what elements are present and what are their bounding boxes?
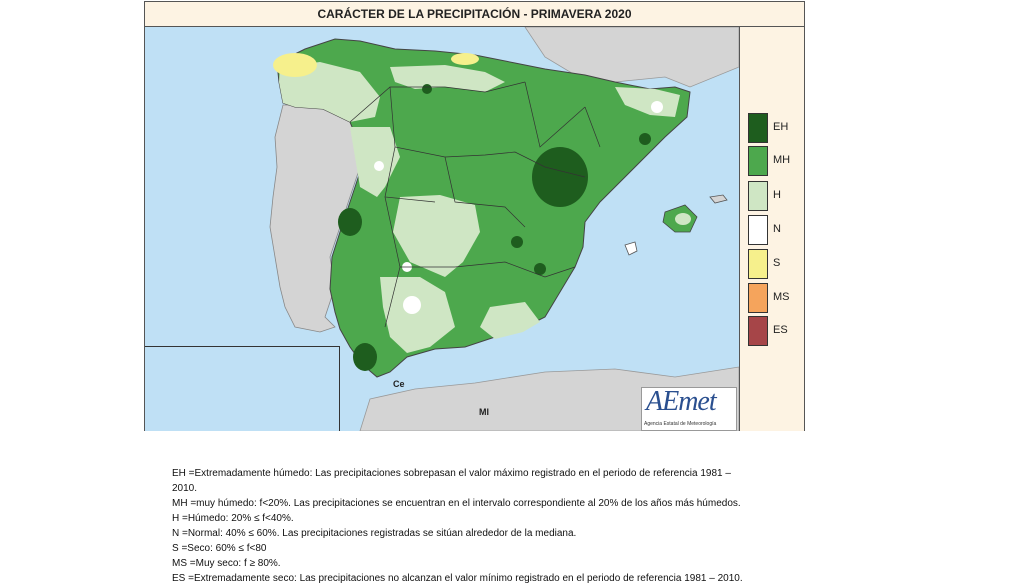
- note-line: MH =muy húmedo: f<20%. Las precipitacion…: [172, 498, 741, 509]
- zone-h-south: [380, 277, 455, 353]
- france-land: [524, 27, 739, 88]
- zone-n-west: [374, 161, 384, 171]
- legend-label: MS: [773, 291, 790, 303]
- legend-item-h: H: [746, 181, 798, 211]
- legend-label: MH: [773, 154, 791, 166]
- legend-label: H: [773, 189, 781, 201]
- legend-label: N: [773, 223, 781, 235]
- legend-item-eh: EH: [746, 113, 798, 143]
- zone-eh-east: [639, 133, 651, 145]
- legend-swatch: [748, 113, 768, 143]
- zone-h-north: [390, 65, 505, 92]
- legend-label: S: [773, 257, 781, 269]
- canary-islands-inset: [145, 346, 340, 431]
- aemet-logo-text: AEmet: [646, 386, 717, 417]
- menorca-land: [709, 194, 728, 204]
- legend-swatch: [748, 215, 768, 245]
- zone-s-galicia: [273, 53, 317, 77]
- legend-label: EH: [773, 121, 789, 133]
- legend-item-ms: MS: [746, 283, 798, 313]
- map-title: CARÁCTER DE LA PRECIPITACIÓN - PRIMAVERA…: [145, 2, 804, 27]
- note-line: 2010.: [172, 483, 198, 494]
- legend-notes: EH =Extremadamente húmedo: Las precipita…: [172, 466, 812, 586]
- legend-swatch: [748, 181, 768, 211]
- precipitation-map-figure: CARÁCTER DE LA PRECIPITACIÓN - PRIMAVERA…: [144, 1, 805, 431]
- zone-n-northeast: [651, 101, 663, 113]
- spain-land: [276, 38, 691, 378]
- zone-n-center: [403, 296, 421, 314]
- zone-h-northeast: [615, 87, 680, 117]
- zone-h-northwest: [279, 62, 380, 122]
- legend-swatch: [748, 283, 768, 313]
- note-line: H =Húmedo: 20% ≤ f<40%.: [172, 513, 294, 524]
- zone-eh-north: [422, 84, 432, 94]
- iberia-map: [154, 27, 739, 431]
- legend-item-es: ES: [746, 316, 798, 346]
- legend: EH MH H N S MS ES: [740, 27, 804, 431]
- aemet-logo-subtitle: Agencia Estatal de Meteorología: [644, 421, 717, 427]
- zone-eh-aragon: [532, 147, 588, 207]
- map-area: Ce Ml AEmet Agencia Estatal de Meteorolo…: [145, 27, 740, 431]
- note-line: MS =Muy seco: f ≥ 80%.: [172, 558, 281, 569]
- aemet-logo: AEmet Agencia Estatal de Meteorología: [641, 386, 737, 431]
- legend-item-mh: MH: [746, 146, 798, 176]
- zone-eh-cadiz: [353, 343, 377, 371]
- region-borders: [349, 81, 601, 328]
- melilla-label: Ml: [479, 407, 489, 417]
- note-line: S =Seco: 60% ≤ f<80: [172, 543, 267, 554]
- note-line: N =Normal: 40% ≤ 60%. Las precipitacione…: [172, 528, 577, 539]
- legend-item-s: S: [746, 249, 798, 279]
- note-line: ES =Extremadamente seco: Las precipitaci…: [172, 573, 743, 584]
- legend-swatch: [748, 249, 768, 279]
- legend-item-n: N: [746, 215, 798, 245]
- note-line: EH =Extremadamente húmedo: Las precipita…: [172, 468, 731, 479]
- zone-h-west: [350, 127, 400, 197]
- zone-eh-extremadura: [338, 208, 362, 236]
- ceuta-label: Ce: [393, 379, 405, 389]
- ibiza-land: [624, 241, 638, 256]
- legend-swatch: [748, 316, 768, 346]
- zone-h-southeast: [480, 302, 540, 339]
- zone-s-cantabria: [451, 53, 479, 65]
- legend-label: ES: [773, 324, 788, 336]
- zone-h-center: [393, 195, 480, 277]
- zone-eh-murcia: [534, 263, 546, 275]
- zone-eh-center: [511, 236, 523, 248]
- legend-swatch: [748, 146, 768, 176]
- mallorca-h-zone: [675, 213, 691, 225]
